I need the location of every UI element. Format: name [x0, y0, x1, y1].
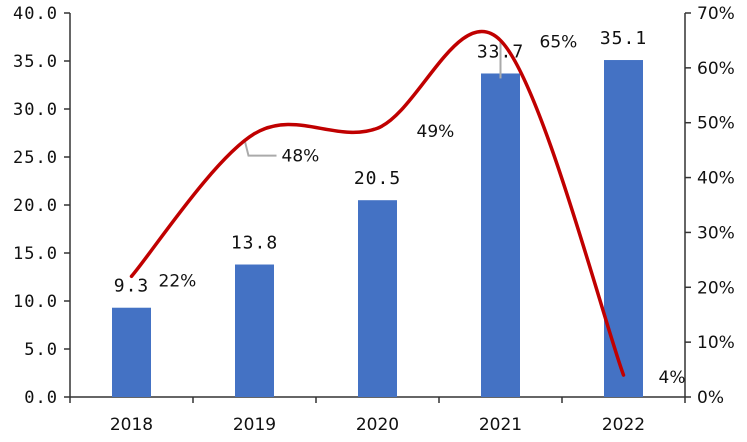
left-tick-label: 15.0 [13, 244, 58, 264]
bar-value-label: 9.3 [114, 276, 150, 297]
x-tick-label: 2022 [602, 415, 645, 435]
bar [112, 307, 151, 397]
left-tick-label: 40.0 [13, 4, 58, 24]
bar [358, 200, 397, 397]
right-tick-label: 30% [697, 223, 735, 243]
bar-value-label: 13.8 [231, 233, 278, 254]
x-tick-label: 2020 [356, 415, 399, 435]
line-value-label: 65% [540, 32, 578, 52]
bar [235, 264, 274, 397]
leader-line [243, 139, 277, 157]
bar [481, 73, 520, 397]
line-value-label: 49% [417, 122, 455, 142]
line-value-label: 22% [159, 271, 197, 291]
growth-line [129, 29, 626, 377]
leader-lines [243, 40, 502, 157]
x-tick-label: 2021 [479, 415, 522, 435]
bar-value-label: 33.7 [477, 41, 524, 62]
x-tick-label: 2019 [233, 415, 276, 435]
bar-value-label: 35.1 [600, 28, 647, 49]
x-tick-label: 2018 [110, 415, 153, 435]
line-value-label: 4% [659, 368, 686, 388]
right-tick-label: 20% [697, 278, 735, 298]
data-labels: 9.3 13.8 20.5 33.7 35.1 22% 48% 49% 65% 4% [114, 28, 686, 388]
left-tick-label: 20.0 [13, 196, 58, 216]
right-tick-label: 50% [697, 114, 735, 134]
line-value-label: 48% [282, 147, 320, 167]
right-tick-label: 40% [697, 169, 735, 189]
bar [604, 60, 643, 397]
right-tick-label: 0% [697, 388, 724, 408]
bar-value-label: 20.5 [354, 168, 401, 189]
left-tick-label: 30.0 [13, 100, 58, 120]
left-tick-label: 25.0 [13, 148, 58, 168]
left-tick-label: 0.0 [24, 388, 58, 408]
right-tick-label: 10% [697, 333, 735, 353]
left-tick-label: 10.0 [13, 292, 58, 312]
right-tick-label: 60% [697, 59, 735, 79]
left-tick-label: 35.0 [13, 52, 58, 72]
bar-series [112, 60, 643, 397]
left-tick-label: 5.0 [24, 340, 58, 360]
axes: 0.0 5.0 10.0 15.0 20.0 25.0 30.0 35.0 40.0 0% 10% 2… [13, 4, 735, 435]
right-tick-label: 70% [697, 4, 735, 24]
growth-line-series [129, 29, 626, 377]
